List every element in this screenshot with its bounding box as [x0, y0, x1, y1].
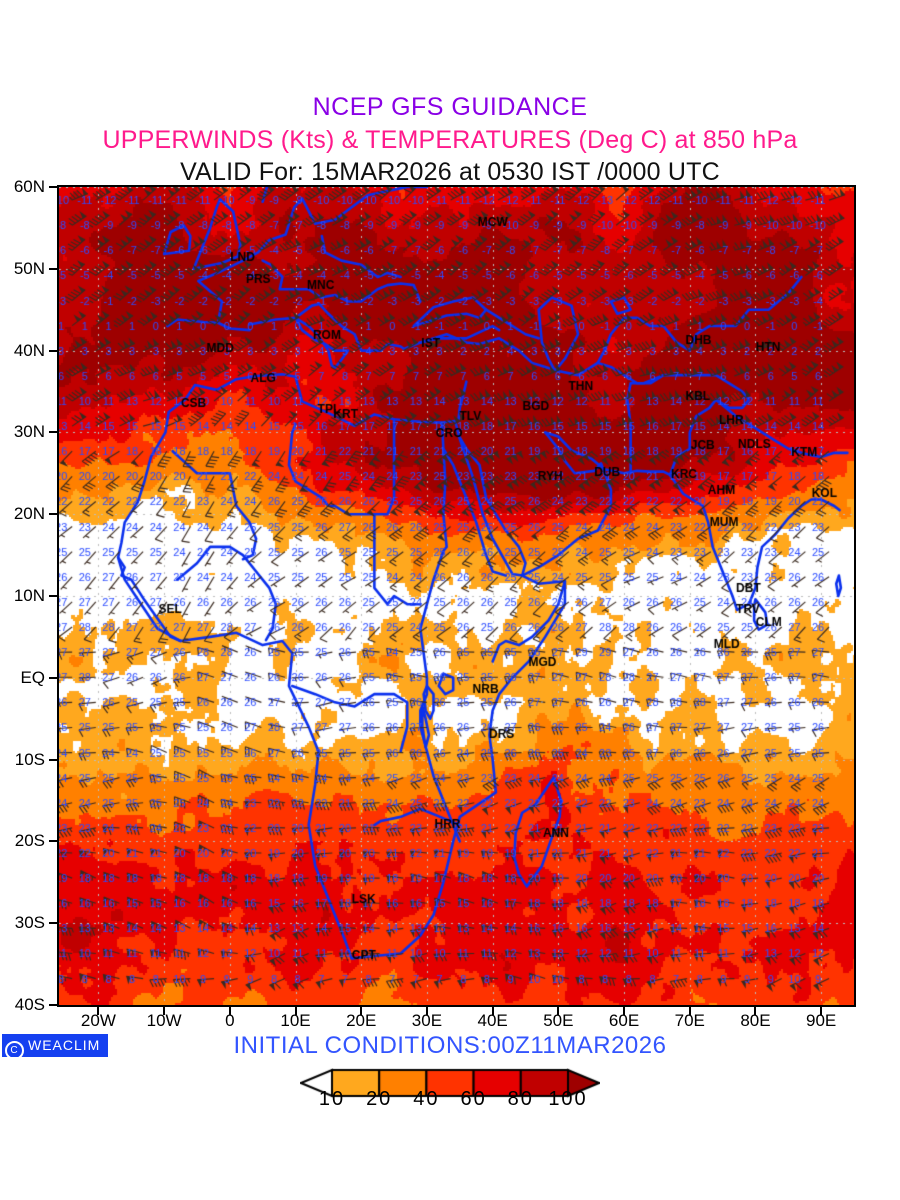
- colorbar-canvas: [300, 1068, 600, 1102]
- lon-tick-label: 90E: [806, 1011, 837, 1030]
- lon-tick-label: 10W: [146, 1011, 182, 1030]
- lon-tick: [820, 1007, 823, 1015]
- lon-tick-label: 50E: [543, 1011, 574, 1030]
- lon-tick-label: 40E: [477, 1011, 508, 1030]
- lat-tick-label: 30N: [13, 422, 45, 442]
- lat-tick-label: 40N: [13, 340, 45, 360]
- lat-tick: [49, 349, 57, 352]
- lon-tick: [491, 1007, 494, 1015]
- lon-tick-label: 20E: [346, 1011, 377, 1030]
- weaclim-logo: C WEACLIM: [2, 1034, 108, 1060]
- lat-tick: [49, 267, 57, 270]
- weather-map[interactable]: [57, 185, 856, 1007]
- lat-tick: [49, 758, 57, 761]
- lon-tick: [623, 1007, 626, 1015]
- colorbar-tick-label: 60: [460, 1088, 487, 1110]
- valid-time-text: VALID For: 15MAR2026 at 0530 IST /0000 U…: [180, 158, 720, 186]
- lon-tick: [754, 1007, 757, 1015]
- lon-tick-label: 60E: [608, 1011, 640, 1030]
- lon-tick: [97, 1007, 100, 1015]
- lon-tick-label: 20W: [80, 1011, 116, 1030]
- lat-tick: [49, 431, 57, 434]
- lat-tick-label: 10N: [13, 586, 45, 605]
- colorbar-tick-label: 80: [507, 1088, 534, 1110]
- lat-tick: [49, 1004, 57, 1006]
- page-title: NCEP GFS GUIDANCE: [312, 93, 588, 121]
- lat-tick-label: EQ: [20, 667, 45, 687]
- lat-tick: [49, 676, 57, 679]
- page-subtitle: UPPERWINDS (Kts) & TEMPERATURES (Deg C) …: [102, 126, 798, 154]
- lon-tick-label: 70E: [674, 1011, 705, 1030]
- map-canvas: [59, 187, 854, 1005]
- colorbar-tick-label: 10: [318, 1088, 346, 1110]
- lat-tick-label: 20N: [13, 504, 45, 524]
- lat-tick-label: 20S: [14, 831, 45, 851]
- lat-tick-label: 30S: [14, 913, 45, 933]
- colorbar-tick-label: 100: [548, 1088, 588, 1110]
- lon-tick: [163, 1007, 166, 1015]
- lat-tick-label: 60N: [13, 177, 45, 196]
- header-titles: NCEP GFS GUIDANCE UPPERWINDS (Kts) & TEM…: [0, 0, 900, 187]
- lat-tick: [49, 595, 57, 597]
- copyright-icon: C: [5, 1041, 24, 1060]
- lon-tick: [557, 1007, 560, 1015]
- lon-tick-label: 30E: [411, 1011, 443, 1030]
- lon-tick-label: 80E: [740, 1011, 771, 1030]
- lon-tick-label: 0: [225, 1011, 235, 1030]
- lon-tick: [294, 1007, 297, 1015]
- lon-tick: [228, 1007, 231, 1015]
- lat-tick: [49, 513, 57, 516]
- lat-tick-label: 50N: [13, 258, 45, 278]
- colorbar: [0, 1068, 900, 1107]
- initial-conditions-text: INITIAL CONDITIONS:00Z11MAR2026: [233, 1032, 667, 1059]
- lon-tick-label: 10E: [280, 1011, 311, 1030]
- lat-tick: [49, 186, 57, 188]
- colorbar-tick-label: 20: [366, 1088, 393, 1110]
- lat-tick-label: 40S: [14, 995, 45, 1014]
- lat-tick: [49, 922, 57, 925]
- lat-tick: [49, 840, 57, 843]
- lon-tick: [425, 1007, 428, 1015]
- lon-tick: [688, 1007, 691, 1015]
- lon-tick: [360, 1007, 363, 1015]
- logo-label: WEACLIM: [28, 1037, 101, 1053]
- lat-tick-label: 10S: [14, 749, 45, 769]
- colorbar-tick-label: 40: [413, 1088, 440, 1110]
